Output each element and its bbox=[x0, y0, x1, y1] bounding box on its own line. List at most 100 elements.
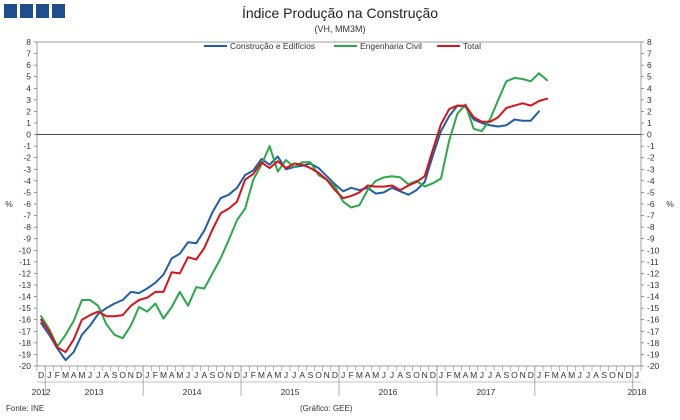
month-label: A bbox=[561, 370, 567, 380]
month-label: N bbox=[128, 370, 134, 380]
y-tick-label-left: 2 bbox=[26, 106, 31, 116]
month-label: D bbox=[38, 370, 44, 380]
month-label: S bbox=[210, 370, 216, 380]
month-label: M bbox=[454, 370, 461, 380]
month-label: J bbox=[186, 370, 190, 380]
y-tick-label-left: -15 bbox=[19, 303, 32, 313]
month-label: S bbox=[503, 370, 509, 380]
y-tick-label-right: -15 bbox=[647, 303, 660, 313]
y-tick-label-right: 8 bbox=[647, 37, 652, 47]
month-label: F bbox=[55, 370, 60, 380]
month-label: M bbox=[274, 370, 281, 380]
logo-block bbox=[36, 4, 49, 18]
y-tick-label-right: -13 bbox=[647, 280, 660, 290]
month-label: N bbox=[324, 370, 330, 380]
month-label: A bbox=[463, 370, 469, 380]
y-tick-label-left: -4 bbox=[23, 176, 31, 186]
month-label: D bbox=[430, 370, 436, 380]
month-label: F bbox=[251, 370, 256, 380]
y-tick-label-right: -2 bbox=[647, 153, 655, 163]
y-tick-label-right: -14 bbox=[647, 292, 660, 302]
month-label: F bbox=[447, 370, 452, 380]
year-label: 2013 bbox=[85, 387, 104, 397]
month-label: M bbox=[568, 370, 575, 380]
logo-block bbox=[20, 4, 33, 18]
y-tick-label-left: -12 bbox=[19, 268, 32, 278]
month-label: J bbox=[390, 370, 394, 380]
month-label: D bbox=[528, 370, 534, 380]
month-label: O bbox=[217, 370, 224, 380]
y-tick-label-right: 1 bbox=[647, 118, 652, 128]
y-tick-label-left: 3 bbox=[26, 95, 31, 105]
y-tick-label-left: -2 bbox=[23, 153, 31, 163]
month-label: J bbox=[635, 370, 639, 380]
y-tick-label-right: -9 bbox=[647, 234, 655, 244]
y-tick-label-right: -10 bbox=[647, 245, 660, 255]
month-label: J bbox=[96, 370, 100, 380]
series-line-constru-o-e-edif-cios bbox=[40, 104, 540, 362]
month-label: M bbox=[62, 370, 69, 380]
month-label: O bbox=[609, 370, 616, 380]
year-label: 2018 bbox=[627, 387, 646, 397]
legend-label: Total bbox=[463, 41, 481, 51]
month-label: D bbox=[234, 370, 240, 380]
y-tick-label-right: 7 bbox=[647, 49, 652, 59]
y-tick-label-left: -7 bbox=[23, 211, 31, 221]
month-label: F bbox=[545, 370, 550, 380]
chart-title: Índice Produção na Construção bbox=[241, 5, 439, 21]
y-tick-label-left: 1 bbox=[26, 118, 31, 128]
y-tick-label-left: 8 bbox=[26, 37, 31, 47]
month-label: J bbox=[480, 370, 484, 380]
year-label: 2016 bbox=[379, 387, 398, 397]
month-label: J bbox=[194, 370, 198, 380]
year-label: 2017 bbox=[476, 387, 495, 397]
plot-frame bbox=[36, 41, 642, 367]
month-label: M bbox=[356, 370, 363, 380]
y-tick-label-left: -5 bbox=[23, 187, 31, 197]
month-label: N bbox=[226, 370, 232, 380]
month-label: J bbox=[439, 370, 443, 380]
month-label: M bbox=[552, 370, 559, 380]
y-tick-label-left: -10 bbox=[19, 245, 32, 255]
y-tick-label-left: 4 bbox=[26, 83, 31, 93]
month-label: J bbox=[537, 370, 541, 380]
month-label: J bbox=[284, 370, 288, 380]
y-tick-label-right: -17 bbox=[647, 326, 660, 336]
series-line-total bbox=[40, 97, 549, 354]
year-label: 2014 bbox=[183, 387, 202, 397]
month-label: D bbox=[136, 370, 142, 380]
month-label: D bbox=[626, 370, 632, 380]
month-label: A bbox=[201, 370, 207, 380]
month-label: N bbox=[520, 370, 526, 380]
y-tick-label-left: -17 bbox=[19, 326, 32, 336]
y-tick-label-right: -12 bbox=[647, 268, 660, 278]
y-tick-label-right: 6 bbox=[647, 60, 652, 70]
y-tick-label-right: 2 bbox=[647, 106, 652, 116]
month-label: M bbox=[176, 370, 183, 380]
source-note: Fonte: INE bbox=[6, 404, 45, 413]
year-label: 2015 bbox=[281, 387, 300, 397]
month-label: A bbox=[365, 370, 371, 380]
y-tick-label-right: -20 bbox=[647, 361, 660, 371]
y-tick-label-right: 5 bbox=[647, 72, 652, 82]
y-tick-label-right: 3 bbox=[647, 95, 652, 105]
y-tick-label-right: -8 bbox=[647, 222, 655, 232]
month-label: A bbox=[593, 370, 599, 380]
y-tick-label-left: 7 bbox=[26, 49, 31, 59]
month-label: O bbox=[119, 370, 126, 380]
logo-block bbox=[4, 4, 17, 18]
y-tick-label-right: -18 bbox=[647, 338, 660, 348]
month-label: J bbox=[292, 370, 296, 380]
y-tick-label-right: -16 bbox=[647, 315, 660, 325]
month-label: A bbox=[299, 370, 305, 380]
y-tick-label-right: 4 bbox=[647, 83, 652, 93]
month-label: J bbox=[586, 370, 590, 380]
month-label: J bbox=[341, 370, 345, 380]
month-label: A bbox=[397, 370, 403, 380]
y-tick-label-right: -6 bbox=[647, 199, 655, 209]
month-label: J bbox=[243, 370, 247, 380]
y-tick-label-right: -4 bbox=[647, 176, 655, 186]
month-label: M bbox=[258, 370, 265, 380]
month-label: M bbox=[372, 370, 379, 380]
